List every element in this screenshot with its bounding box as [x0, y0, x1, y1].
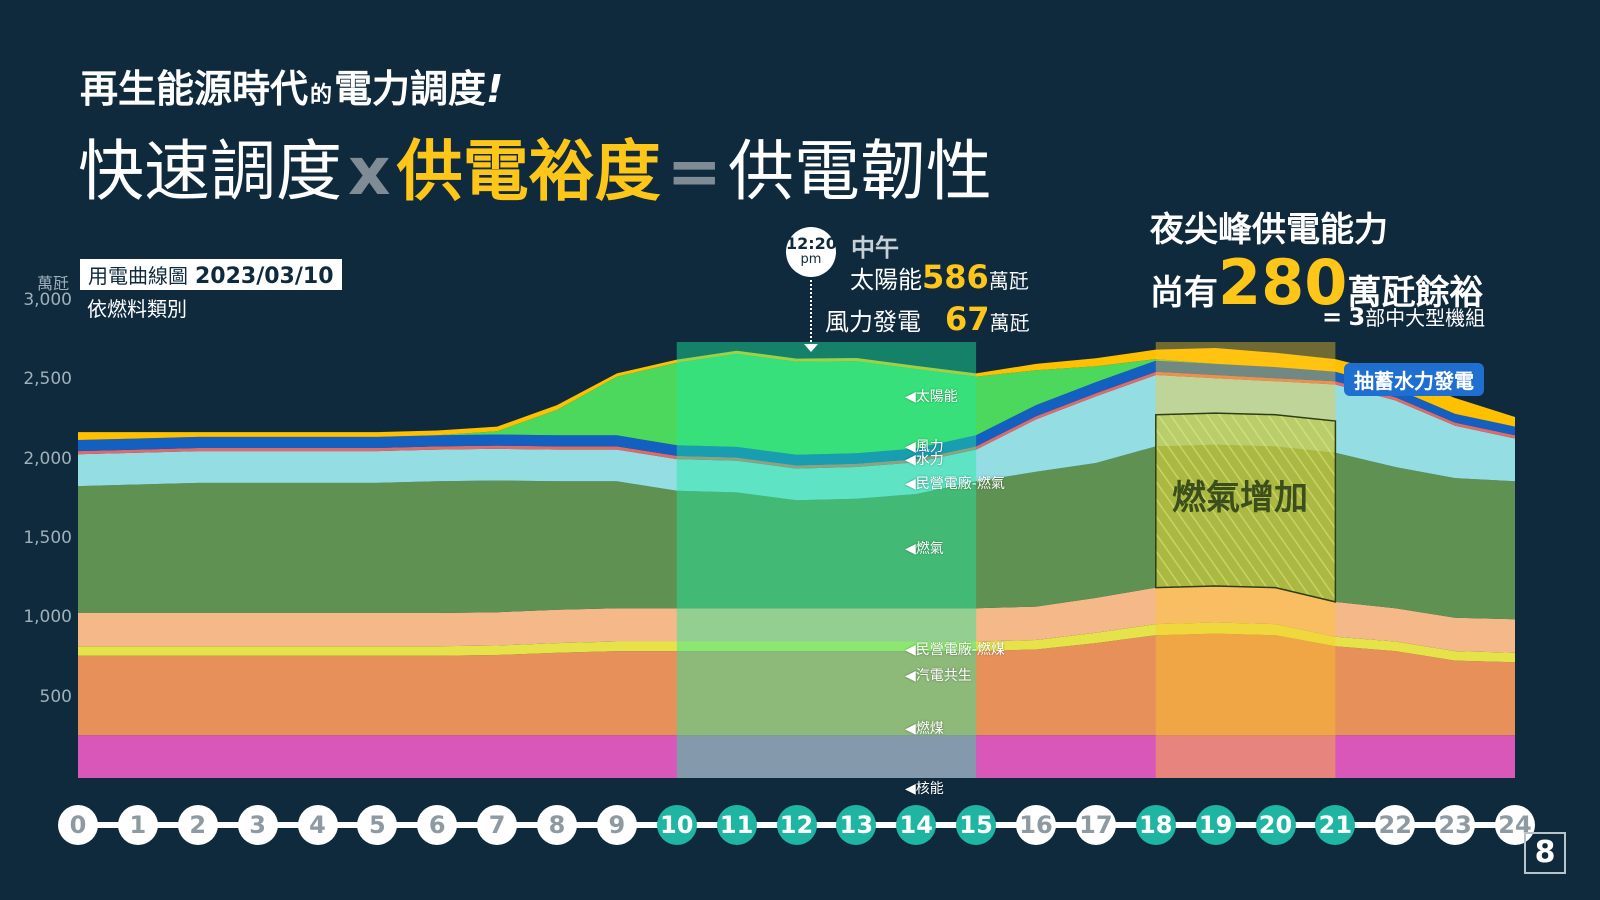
noon-wind-value: 67 [945, 300, 990, 338]
area-cogen [78, 622, 1515, 663]
legend-title-box: 用電曲線圖 2023/03/10 [80, 259, 342, 290]
title-line-2-highlight: 供電裕度 [396, 133, 661, 210]
hour-tick-19: 19 [1195, 805, 1236, 845]
title-line-1: 再生能源時代的電力調度! [80, 58, 503, 113]
layer-label: ◀核能 [905, 781, 944, 797]
night-peak-equivalent: = 3部中大型機組 [1322, 302, 1485, 331]
area-private-coal [78, 586, 1515, 653]
legend-title-text: 用電曲線圖 [88, 264, 188, 288]
hour-tick-7: 7 [477, 805, 518, 845]
hour-tick-6: 6 [417, 805, 458, 845]
y-tick-label: 1,000 [23, 607, 72, 628]
noon-solar-label: 太陽能 [850, 266, 922, 294]
area-coal [78, 633, 1515, 736]
hour-tick-17: 17 [1075, 805, 1116, 845]
hour-tick-10: 10 [656, 805, 697, 845]
hour-tick-23: 23 [1435, 805, 1476, 845]
layer-label: ◀燃煤 [905, 721, 944, 737]
layer-label: ◀汽電共生 [905, 668, 972, 684]
night-peak-equals: = [1322, 303, 1343, 331]
pumped-hydro-badge: 抽蓄水力發電 [1344, 363, 1484, 396]
title-line-1-a: 再生能源時代 [80, 67, 309, 111]
night-peak-unit-text: 部中大型機組 [1365, 306, 1486, 330]
title-line-1-b: 電力調度 [334, 67, 487, 111]
night-peak-suffix: 萬瓩餘裕 [1347, 273, 1484, 313]
noon-wind-line: 風力發電 67萬瓩 [825, 300, 1030, 338]
noon-label: 中午 [851, 234, 899, 262]
gas-increase-label: 燃氣增加 [1172, 478, 1308, 518]
hour-tick-5: 5 [357, 805, 398, 845]
layer-label: ◀燃氣 [905, 541, 944, 557]
gas-increase-hatched-area [1155, 412, 1337, 603]
night-peak-value: 280 [1218, 246, 1348, 319]
noon-solar-line: 太陽能586萬瓩 [850, 258, 1029, 296]
hour-tick-4: 4 [297, 805, 338, 845]
hour-tick-12: 12 [776, 805, 817, 845]
noon-time: 12:20 [786, 234, 837, 253]
layer-label: ◀水力 [905, 452, 944, 468]
hour-tick-0: 0 [58, 805, 98, 845]
title-line-1-small: 的 [310, 83, 333, 108]
title-line-2: 快速調度x供電裕度=供電韌性 [78, 118, 992, 214]
hour-tick-11: 11 [716, 805, 757, 845]
y-tick-label: 2,500 [23, 369, 72, 390]
y-tick-label: 500 [39, 686, 72, 707]
noon-pointer-arrow [804, 344, 818, 352]
hour-tick-21: 21 [1315, 805, 1356, 845]
night-peak-heading: 夜尖峰供電能力 [1150, 210, 1388, 250]
title-line-2-a: 快速調度 [78, 133, 342, 210]
noon-solar-unit: 萬瓩 [988, 269, 1029, 293]
area-solar [78, 353, 1515, 455]
hour-tick-15: 15 [956, 805, 997, 845]
hour-tick-20: 20 [1255, 805, 1296, 845]
legend-subtitle: 依燃料類別 [87, 297, 187, 321]
title-equals-symbol: = [666, 133, 722, 210]
night-peak-reserve: 尚有280萬瓩餘裕 [1150, 246, 1483, 319]
noon-time-badge: 12:20 pm [786, 227, 837, 277]
hour-tick-13: 13 [836, 805, 877, 845]
noon-wind-label: 風力發電 [825, 308, 921, 336]
hour-tick-1: 1 [117, 805, 158, 845]
night-peak-unit-count: 3 [1348, 303, 1366, 331]
area-nuclear [78, 735, 1515, 778]
noon-ampm: pm [800, 252, 822, 267]
title-times-symbol: x [348, 133, 391, 210]
y-tick-label: 3,000 [23, 290, 72, 310]
noon-solar-value: 586 [922, 258, 989, 296]
hour-tick-18: 18 [1135, 805, 1176, 845]
layer-label: ◀民營電廠-燃氣 [905, 476, 1005, 492]
page-number: 8 [1524, 832, 1566, 874]
hour-tick-9: 9 [596, 805, 637, 845]
title-line-2-b: 供電韌性 [727, 133, 992, 210]
y-tick-label: 1,500 [23, 528, 72, 548]
area-wind [78, 360, 1515, 466]
highlight-overlays [676, 342, 1337, 778]
hour-tick-16: 16 [1016, 805, 1056, 845]
hour-tick-24: 24 [1495, 805, 1535, 845]
hour-tick-14: 14 [896, 805, 937, 845]
layer-label: ◀風力 [905, 439, 944, 455]
layer-label: ◀民營電廠-燃煤 [905, 642, 1005, 658]
layer-label: ◀太陽能 [905, 389, 958, 405]
hour-tick-22: 22 [1375, 805, 1416, 845]
title-line-1-bang: ! [486, 67, 504, 111]
hour-tick-2: 2 [177, 805, 218, 845]
legend-date: 2023/03/10 [194, 264, 334, 289]
y-tick-label: 2,000 [23, 448, 72, 469]
night-peak-prefix: 尚有 [1150, 273, 1218, 313]
midday-highlight-band [676, 342, 977, 778]
area-private-gas [78, 375, 1515, 501]
y-axis-unit: 萬瓩 [37, 274, 70, 293]
noon-pointer-line [810, 280, 812, 346]
noon-wind-unit: 萬瓩 [989, 311, 1030, 335]
hour-tick-3: 3 [237, 805, 278, 845]
hour-tick-8: 8 [537, 805, 577, 845]
